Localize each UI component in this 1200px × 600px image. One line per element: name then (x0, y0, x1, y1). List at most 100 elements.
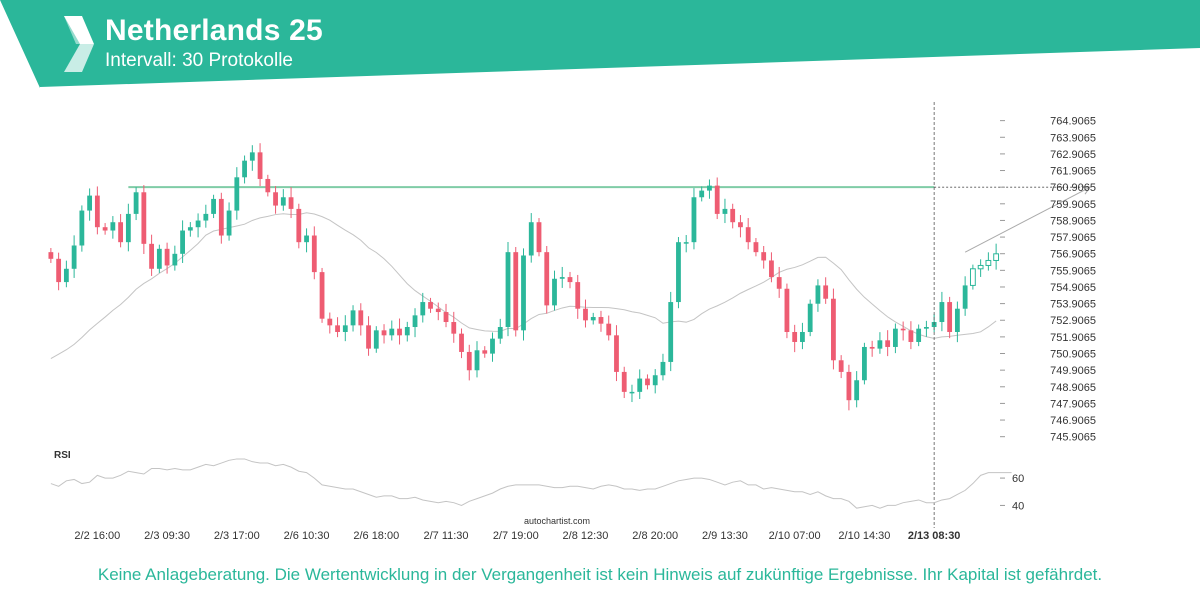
candle-body (977, 264, 984, 270)
candle-body (443, 312, 449, 323)
candle-body (629, 391, 635, 394)
y-tick-label: 752.9065 (1050, 315, 1096, 327)
candle-body (451, 322, 457, 334)
x-tick-label: 2/6 18:00 (353, 530, 399, 542)
x-tick-label: 2/10 14:30 (838, 530, 890, 542)
candle-body (110, 222, 116, 231)
candle (218, 192, 224, 244)
candle-body (428, 302, 433, 309)
candle-body (714, 185, 720, 214)
rsi-tick-label: 60 (1012, 473, 1024, 485)
candle (141, 185, 147, 254)
candle-body (490, 338, 495, 354)
candle-body (962, 285, 968, 309)
candle-body (923, 327, 929, 329)
candle-body (466, 351, 472, 371)
header-background (0, 0, 1200, 88)
y-tick-label: 746.9065 (1050, 415, 1096, 427)
candle (234, 167, 240, 220)
candle-body (691, 197, 697, 243)
candle (939, 291, 945, 332)
candle-body (505, 252, 511, 328)
candle-body (575, 282, 581, 309)
time-axis: 2/2 16:00 2/3 09:30 2/3 17:00 2/6 10:30 2/6 … (74, 530, 960, 542)
candle (428, 297, 433, 313)
candle (397, 318, 402, 345)
candle (536, 218, 542, 257)
candle-body (885, 340, 891, 347)
rsi-label: RSI (54, 450, 71, 461)
y-tick-label: 761.9065 (1050, 166, 1096, 178)
y-tick-label: 750.9065 (1050, 349, 1096, 361)
y-tick-label: 757.9065 (1050, 232, 1096, 244)
x-tick-label: 2/13 08:30 (908, 530, 961, 542)
candle-body (862, 346, 867, 381)
y-tick-label: 760.9065 (1050, 182, 1096, 194)
candle (125, 203, 131, 252)
candle-body (761, 252, 767, 261)
candle (544, 245, 550, 314)
candle-body (730, 208, 736, 223)
candle-body (435, 308, 441, 313)
candle (412, 308, 418, 338)
candle (776, 266, 782, 298)
candle (56, 252, 62, 291)
candle (335, 317, 340, 338)
candle-body (242, 160, 247, 178)
candle (342, 315, 348, 342)
y-tick-label: 756.9065 (1050, 249, 1096, 261)
candle-body (590, 317, 596, 321)
candle (490, 332, 495, 362)
candle-body (149, 243, 154, 269)
candle (513, 246, 519, 337)
candle-body (474, 350, 480, 371)
candle-body (118, 222, 124, 243)
candle-body (513, 252, 519, 331)
candle (110, 216, 116, 239)
candle-body (412, 315, 418, 328)
candle-body (699, 190, 705, 198)
candle (885, 330, 891, 357)
candle (923, 320, 929, 337)
candle (187, 222, 193, 237)
price-axis: 764.9065 763.9065 762.9065 761.9065 760.9065… (1000, 116, 1096, 444)
candle (606, 315, 612, 341)
candle (769, 252, 774, 283)
candle-body (637, 378, 643, 392)
candle (567, 271, 573, 289)
candle-body (792, 331, 798, 342)
candle (203, 204, 209, 228)
candlestick-chart: 764.9065 763.9065 762.9065 761.9065 760.9065… (48, 102, 1096, 542)
candle (862, 342, 867, 385)
candle-body (807, 303, 813, 332)
candle-body (939, 302, 945, 323)
candle-body (598, 317, 604, 324)
candle-body (389, 328, 395, 336)
candle-body (102, 227, 108, 231)
candle (660, 353, 666, 381)
y-tick-label: 745.9065 (1050, 432, 1096, 444)
candle-body (234, 177, 240, 211)
candle (118, 214, 124, 248)
candle (722, 198, 728, 224)
candle-body (56, 258, 62, 283)
candle-body (536, 222, 542, 253)
watermark: autochartist.com (524, 516, 590, 526)
candle (304, 228, 309, 253)
candle-body (296, 208, 302, 243)
candle (652, 369, 658, 394)
candle-body (459, 333, 464, 352)
candle-body (420, 302, 426, 316)
candle (505, 242, 511, 337)
candle-body (683, 242, 689, 244)
candle (559, 266, 565, 288)
candle-body (180, 230, 185, 254)
rsi-panel: RSI 60 40 (50, 450, 1024, 512)
x-tick-label: 2/3 09:30 (144, 530, 190, 542)
candle-body (125, 213, 131, 243)
candle (761, 245, 767, 269)
candle-body (79, 210, 85, 246)
candle (63, 260, 69, 288)
x-tick-label: 2/7 19:00 (493, 530, 539, 542)
candle (249, 145, 255, 171)
